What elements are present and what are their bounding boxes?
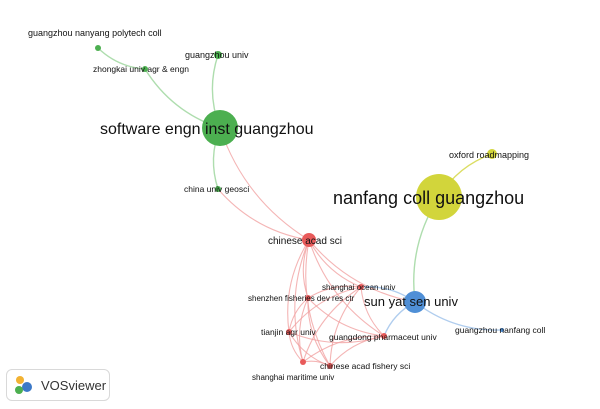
label-shenzhen[interactable]: shenzhen fisheries dev res ctr: [248, 294, 355, 303]
node-shenzhen[interactable]: [305, 295, 311, 301]
label-nanfang[interactable]: nanfang coll guangzhou: [333, 188, 524, 208]
label-chinageo[interactable]: china univ geosci: [184, 184, 249, 194]
edges: [97, 47, 503, 367]
edge-cas-sysu: [308, 239, 416, 303]
node-cas[interactable]: [302, 233, 316, 247]
node-gznanyang[interactable]: [95, 45, 101, 51]
label-oxford[interactable]: oxford roadmapping: [449, 150, 529, 160]
edge-shanghaiocean-cafs: [329, 286, 362, 367]
app-name: VOSviewer: [41, 377, 107, 393]
vosviewer-badge[interactable]: VOSviewer: [6, 369, 110, 401]
node-shmaritime[interactable]: [300, 359, 306, 365]
edge-shenzhen-cafs: [307, 297, 331, 367]
node-oxford[interactable]: [487, 149, 497, 159]
node-shanghaiocean[interactable]: [358, 284, 364, 290]
edge-gznanyang-zhongkai: [97, 47, 146, 70]
vosviewer-logo-icon: [15, 376, 32, 394]
node-software[interactable]: [202, 110, 238, 146]
edge-cas-shanghaiocean: [308, 239, 362, 288]
labels: guangzhou nanyang polytech coll guangzhou…: [28, 28, 545, 382]
label-gzuniv[interactable]: guangzhou univ: [185, 50, 249, 60]
node-chinageo[interactable]: [215, 186, 221, 192]
node-tianjin[interactable]: [286, 329, 292, 335]
label-cas[interactable]: chinese acad sci: [268, 236, 342, 247]
label-tianjin[interactable]: tianjin agr univ: [261, 327, 317, 337]
node-gdpharm[interactable]: [381, 333, 387, 339]
node-nanfang[interactable]: [416, 174, 462, 220]
node-gzuniv[interactable]: [214, 51, 222, 59]
node-zhongkai[interactable]: [142, 66, 148, 72]
label-gznanfang[interactable]: guangzhou nanfang coll: [455, 325, 545, 335]
edge-tianjin-gdpharm: [288, 331, 385, 344]
node-sysu[interactable]: [404, 291, 426, 313]
edge-shenzhen-shmaritime: [298, 297, 309, 363]
edge-gdpharm-cafs: [329, 335, 385, 367]
node-gznanfang[interactable]: [500, 328, 504, 332]
label-shmaritime[interactable]: shanghai maritime univ: [252, 373, 334, 382]
label-software[interactable]: software engn inst guangzhou: [100, 121, 313, 138]
edge-shenzhen-tianjin: [288, 297, 309, 333]
nodes: [95, 45, 504, 369]
edge-chinageo-cas: [217, 188, 310, 241]
label-zhongkai[interactable]: zhongkai univ agr & engn: [93, 64, 189, 74]
label-gdpharm[interactable]: guangdong pharmaceut univ: [329, 332, 437, 342]
label-gznanyang[interactable]: guangzhou nanyang polytech coll: [28, 28, 162, 38]
label-cafs[interactable]: chinese acad fishery sci: [320, 361, 410, 371]
edge-shanghaiocean-gdpharm: [360, 286, 385, 337]
label-shanghaiocean[interactable]: shanghai ocean univ: [322, 283, 395, 292]
edge-shanghaiocean-shenzhen: [307, 285, 362, 299]
label-sysu[interactable]: sun yat sen univ: [364, 294, 458, 309]
edge-gdpharm-shmaritime: [302, 335, 385, 363]
edge-shanghaiocean-tianjin: [288, 286, 362, 333]
edge-cas-shmaritime: [294, 239, 310, 363]
node-cafs[interactable]: [327, 363, 333, 369]
edge-cas-tianjin: [287, 239, 310, 333]
edge-shenzhen-gdpharm: [307, 297, 385, 337]
